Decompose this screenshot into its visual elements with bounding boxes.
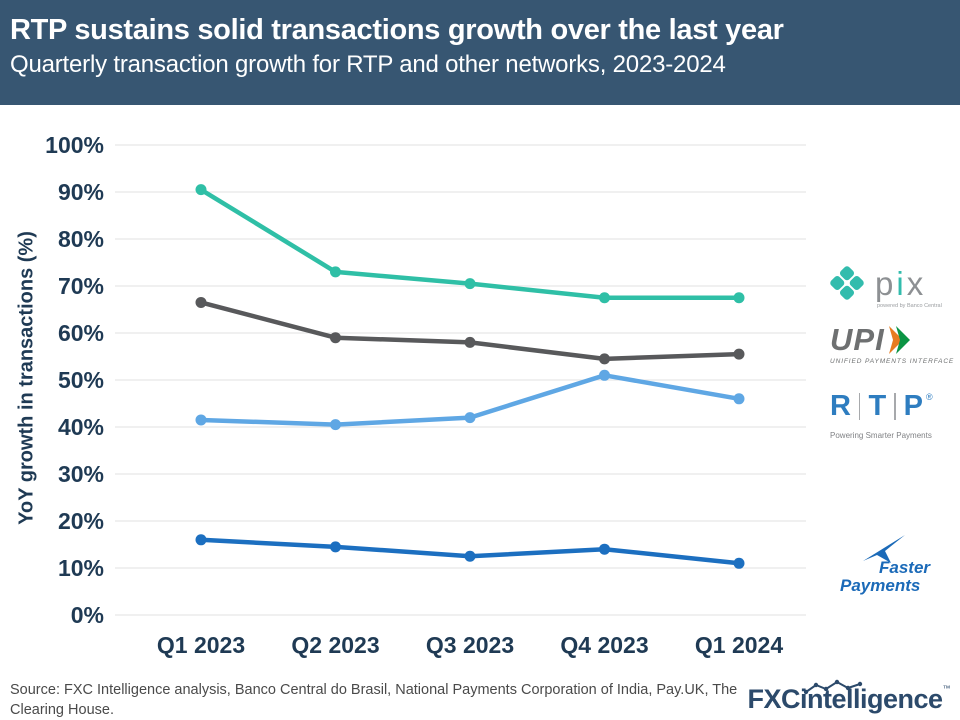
data-point-upi xyxy=(464,336,476,348)
data-point-upi xyxy=(733,348,745,360)
faster-payments-logo: Faster Payments xyxy=(835,533,945,613)
faster-payments-arrow-icon xyxy=(863,535,905,563)
data-point-faster-payments xyxy=(195,534,207,546)
y-tick-label: 50% xyxy=(58,367,104,393)
page-title: RTP sustains solid transactions growth o… xyxy=(10,14,784,46)
data-point-upi xyxy=(599,353,610,365)
rtp-separator xyxy=(894,393,896,420)
y-tick-label: 20% xyxy=(58,508,104,534)
data-point-upi xyxy=(330,332,341,344)
data-point-pix xyxy=(599,292,610,304)
data-point-rtp xyxy=(599,369,610,381)
data-point-faster-payments xyxy=(733,557,745,569)
pix-wordmark: pix xyxy=(875,264,927,302)
data-point-faster-payments xyxy=(330,541,341,553)
source-text: Source: FXC Intelligence analysis, Banco… xyxy=(10,682,738,719)
x-tick-label: Q3 2023 xyxy=(426,632,514,658)
rtp-separator xyxy=(858,393,861,420)
series-line-upi xyxy=(198,300,742,362)
header: RTP sustains solid transactions growth o… xyxy=(0,0,960,105)
data-point-pix xyxy=(195,184,207,196)
data-point-faster-payments xyxy=(599,543,610,555)
rtp-tagline: Powering Smarter Payments xyxy=(830,431,932,440)
upi-arrow-icon xyxy=(888,325,910,354)
y-tick-label: 10% xyxy=(58,555,104,581)
data-point-upi xyxy=(195,296,207,308)
upi-tagline: UNIFIED PAYMENTS INTERFACE xyxy=(830,358,955,365)
rtp-letter-t: T xyxy=(868,390,887,422)
rtp-letter-r: R xyxy=(830,390,851,422)
pix-icon xyxy=(830,266,864,300)
data-point-pix xyxy=(464,278,476,290)
faster-payments-word-1: Faster xyxy=(879,558,931,577)
y-tick-label: 40% xyxy=(58,414,104,440)
upi-wordmark: UPI xyxy=(830,322,885,357)
data-point-faster-payments xyxy=(464,550,476,562)
x-tick-label: Q1 2023 xyxy=(157,632,245,658)
fxc-logo-bold: FXC xyxy=(747,684,800,714)
y-tick-label: 100% xyxy=(45,132,104,158)
data-point-pix xyxy=(733,292,745,304)
data-point-pix xyxy=(330,266,341,278)
chart-svg: 0% 10% 20% 30% 40% 50% 60% 70% 80% 90% 100% Q1 2023… xyxy=(45,132,806,658)
upi-logo: UPI UNIFIED PAYMENTS INTERFACE xyxy=(830,322,955,365)
y-tick-label: 0% xyxy=(71,602,104,628)
page-subtitle: Quarterly transaction growth for RTP and… xyxy=(10,51,726,79)
y-tick-label: 30% xyxy=(58,461,104,487)
y-tick-label: 90% xyxy=(58,179,104,205)
x-tick-label: Q2 2023 xyxy=(291,632,379,658)
x-tick-label: Q1 2024 xyxy=(695,632,783,658)
rtp-registered-mark: ® xyxy=(926,392,933,402)
x-tick-label: Q4 2023 xyxy=(560,632,648,658)
y-tick-label: 70% xyxy=(58,273,104,299)
y-tick-label: 80% xyxy=(58,226,104,252)
fxc-sparkline-icon xyxy=(804,679,863,695)
data-point-rtp xyxy=(733,393,745,405)
y-tick-label: 60% xyxy=(58,320,104,346)
rtp-logo: R T P ® Powering Smarter Payments xyxy=(830,390,945,441)
rtp-letter-p: P xyxy=(903,390,924,422)
data-point-rtp xyxy=(195,414,207,426)
data-point-rtp xyxy=(330,419,341,431)
pix-tagline: powered by Banco Central xyxy=(877,303,942,309)
faster-payments-word-2: Payments xyxy=(840,576,921,595)
fxc-trademark: ™ xyxy=(942,684,951,693)
data-point-rtp xyxy=(464,412,476,424)
pix-logo: pix powered by Banco Central xyxy=(828,264,948,309)
fxc-intelligence-logo: FXCintelligence™ xyxy=(747,679,951,715)
